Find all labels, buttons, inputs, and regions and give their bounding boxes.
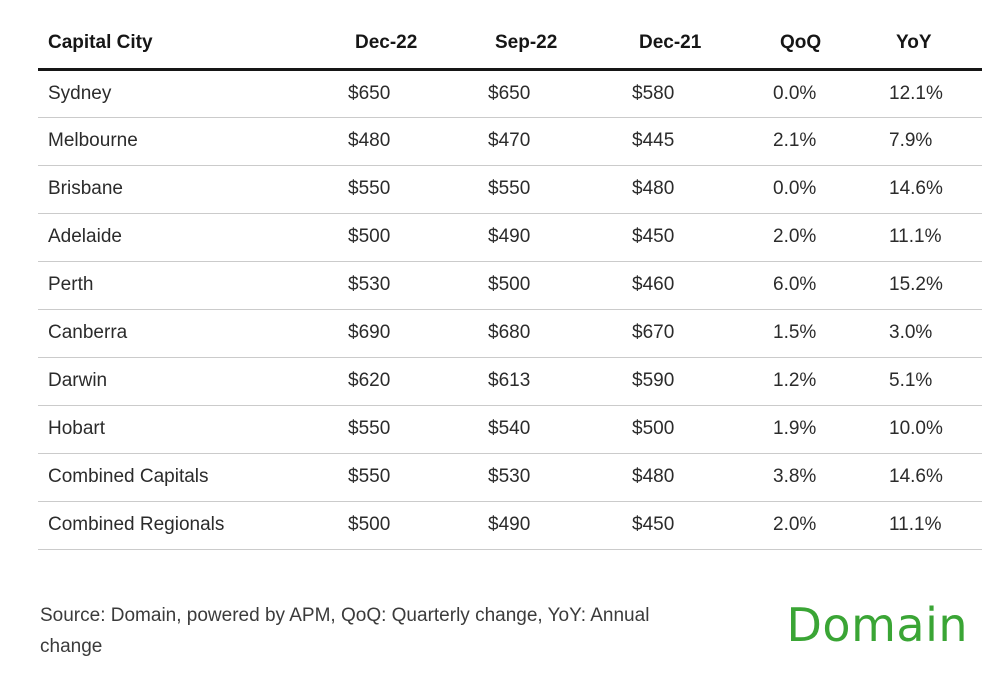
value-cell: 2.0%: [773, 501, 889, 550]
table-row-adelaide: Adelaide $500 $490 $450 2.0% 11.1%: [38, 213, 982, 262]
row-label: Canberra: [38, 309, 348, 358]
value-cell: $550: [348, 405, 488, 454]
table-row-canberra: Canberra $690 $680 $670 1.5% 3.0%: [38, 309, 982, 358]
data-table: Capital City Dec-22 Sep-22 Dec-21 QoQ Yo…: [38, 18, 982, 550]
value-cell: $550: [348, 453, 488, 502]
row-label: Combined Regionals: [38, 501, 348, 550]
value-cell: $490: [488, 213, 632, 262]
row-label: Darwin: [38, 357, 348, 406]
value-cell: $580: [632, 69, 773, 118]
value-cell: 0.0%: [773, 165, 889, 214]
value-cell: $650: [488, 69, 632, 118]
value-cell: 14.6%: [889, 453, 982, 502]
value-cell: $450: [632, 501, 773, 550]
value-cell: 1.2%: [773, 357, 889, 406]
value-cell: 11.1%: [889, 501, 982, 550]
value-cell: 1.9%: [773, 405, 889, 454]
table-row-combined-regionals: Combined Regionals $500 $490 $450 2.0% 1…: [38, 501, 982, 550]
table-row-sydney: Sydney $650 $650 $580 0.0% 12.1%: [38, 69, 982, 118]
column-header-dec-22: Dec-22: [348, 18, 488, 71]
value-cell: 1.5%: [773, 309, 889, 358]
source-note-line2: change: [40, 636, 103, 657]
table-row-hobart: Hobart $550 $540 $500 1.9% 10.0%: [38, 405, 982, 454]
footer: Source: Domain, powered by APM, QoQ: Qua…: [40, 600, 970, 662]
table-row-darwin: Darwin $620 $613 $590 1.2% 5.1%: [38, 357, 982, 406]
row-label: Adelaide: [38, 213, 348, 262]
value-cell: $650: [348, 69, 488, 118]
domain-logo: Domain: [786, 598, 968, 652]
value-cell: 3.8%: [773, 453, 889, 502]
table-row-brisbane: Brisbane $550 $550 $480 0.0% 14.6%: [38, 165, 982, 214]
value-cell: 6.0%: [773, 261, 889, 310]
value-cell: 2.1%: [773, 117, 889, 166]
value-cell: $480: [348, 117, 488, 166]
value-cell: $500: [488, 261, 632, 310]
value-cell: $620: [348, 357, 488, 406]
value-cell: $480: [632, 165, 773, 214]
value-cell: $613: [488, 357, 632, 406]
value-cell: 0.0%: [773, 69, 889, 118]
header-row: Capital City Dec-22 Sep-22 Dec-21 QoQ Yo…: [38, 18, 982, 71]
table-row-melbourne: Melbourne $480 $470 $445 2.1% 7.9%: [38, 117, 982, 166]
value-cell: 12.1%: [889, 69, 982, 118]
value-cell: $480: [632, 453, 773, 502]
column-header-sep-22: Sep-22: [488, 18, 632, 71]
value-cell: 5.1%: [889, 357, 982, 406]
table-row-perth: Perth $530 $500 $460 6.0% 15.2%: [38, 261, 982, 310]
value-cell: $530: [488, 453, 632, 502]
row-label: Combined Capitals: [38, 453, 348, 502]
value-cell: 11.1%: [889, 213, 982, 262]
value-cell: 2.0%: [773, 213, 889, 262]
source-note: Source: Domain, powered by APM, QoQ: Qua…: [40, 600, 649, 662]
row-label: Perth: [38, 261, 348, 310]
value-cell: $445: [632, 117, 773, 166]
value-cell: $680: [488, 309, 632, 358]
value-cell: $500: [632, 405, 773, 454]
column-header-yoy: YoY: [889, 18, 982, 71]
value-cell: 10.0%: [889, 405, 982, 454]
row-label: Sydney: [38, 69, 348, 118]
value-cell: $460: [632, 261, 773, 310]
value-cell: $450: [632, 213, 773, 262]
value-cell: $550: [488, 165, 632, 214]
value-cell: $670: [632, 309, 773, 358]
source-note-line1: Source: Domain, powered by APM, QoQ: Qua…: [40, 605, 650, 626]
column-header-qoq: QoQ: [773, 18, 889, 71]
column-header-capital-city: Capital City: [38, 18, 348, 71]
value-cell: 15.2%: [889, 261, 982, 310]
value-cell: $500: [348, 501, 488, 550]
value-cell: $530: [348, 261, 488, 310]
value-cell: 7.9%: [889, 117, 982, 166]
row-label: Brisbane: [38, 165, 348, 214]
row-label: Hobart: [38, 405, 348, 454]
row-label: Melbourne: [38, 117, 348, 166]
value-cell: $590: [632, 357, 773, 406]
column-header-dec-21: Dec-21: [632, 18, 773, 71]
value-cell: 14.6%: [889, 165, 982, 214]
value-cell: $500: [348, 213, 488, 262]
value-cell: $490: [488, 501, 632, 550]
rental-price-table: Capital City Dec-22 Sep-22 Dec-21 QoQ Yo…: [38, 18, 982, 550]
value-cell: $540: [488, 405, 632, 454]
value-cell: $550: [348, 165, 488, 214]
value-cell: 3.0%: [889, 309, 982, 358]
table-row-combined-capitals: Combined Capitals $550 $530 $480 3.8% 14…: [38, 453, 982, 502]
value-cell: $470: [488, 117, 632, 166]
value-cell: $690: [348, 309, 488, 358]
